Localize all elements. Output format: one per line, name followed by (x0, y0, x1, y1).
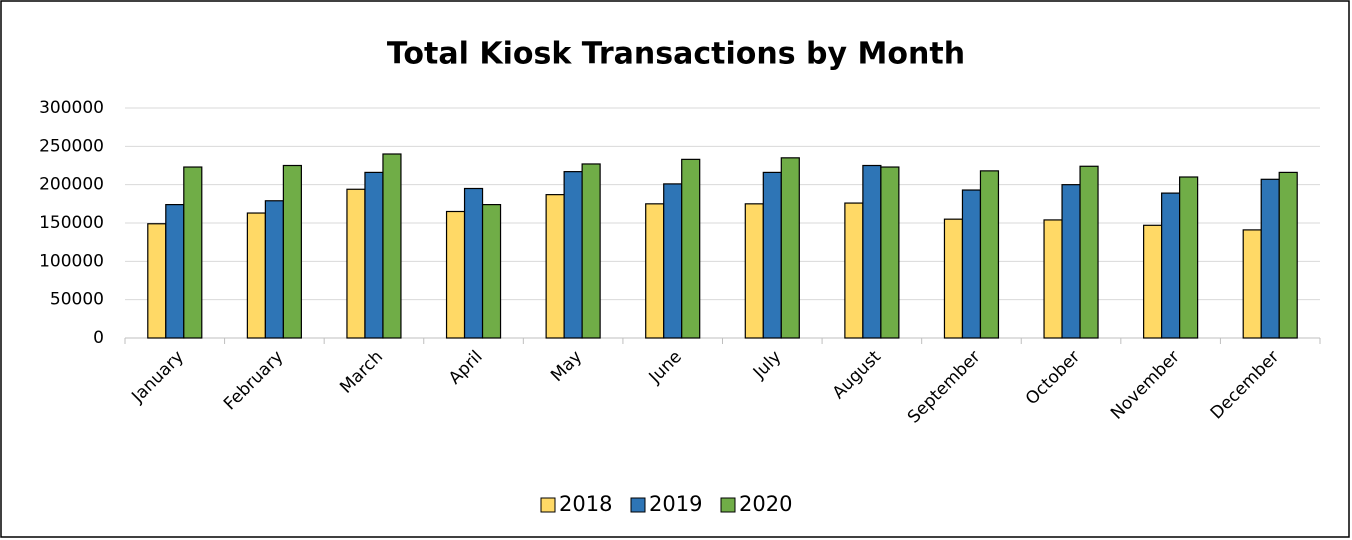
bar (780, 157, 800, 339)
bar (681, 158, 701, 339)
y-tick-label: 200000 (39, 175, 104, 195)
bar (1043, 219, 1063, 339)
bar (1079, 165, 1099, 339)
legend-swatch (540, 497, 556, 513)
legend-label: 2018 (559, 492, 612, 516)
bar (862, 164, 882, 339)
bar (1242, 229, 1262, 339)
y-tick-label: 250000 (39, 136, 104, 156)
bar (1143, 224, 1163, 339)
y-tick-label: 300000 (39, 98, 104, 118)
bar (663, 183, 683, 339)
bar (645, 203, 665, 339)
bar (545, 194, 565, 339)
bar (346, 188, 366, 339)
bar (1278, 171, 1298, 339)
y-tick-label: 100000 (39, 251, 104, 271)
y-tick-label: 0 (93, 328, 104, 348)
legend-label: 2020 (739, 492, 792, 516)
bar (1161, 192, 1181, 339)
y-tick-label: 150000 (39, 213, 104, 233)
bar (165, 204, 185, 339)
bar (744, 203, 764, 339)
bar (481, 204, 502, 339)
bar (463, 187, 484, 339)
chart-title: Total Kiosk Transactions by Month (387, 37, 965, 72)
bar (147, 223, 167, 339)
bar (581, 163, 601, 339)
y-tick-label: 50000 (50, 290, 104, 310)
bar (844, 202, 864, 339)
legend-swatch (630, 497, 646, 513)
bar (282, 164, 302, 339)
bar (1179, 176, 1199, 339)
bar (364, 171, 384, 339)
bar (943, 218, 964, 339)
bar (183, 166, 203, 339)
bar (563, 171, 583, 339)
legend-swatch (720, 497, 736, 513)
bar (264, 200, 284, 339)
bar (246, 212, 266, 339)
bar (1260, 178, 1280, 339)
bar (979, 170, 1000, 339)
bar (1061, 184, 1081, 339)
bar (445, 210, 466, 339)
bar (382, 153, 402, 339)
bar (880, 166, 900, 339)
legend-label: 2019 (649, 492, 702, 516)
bar (762, 171, 782, 339)
bar (961, 189, 982, 339)
